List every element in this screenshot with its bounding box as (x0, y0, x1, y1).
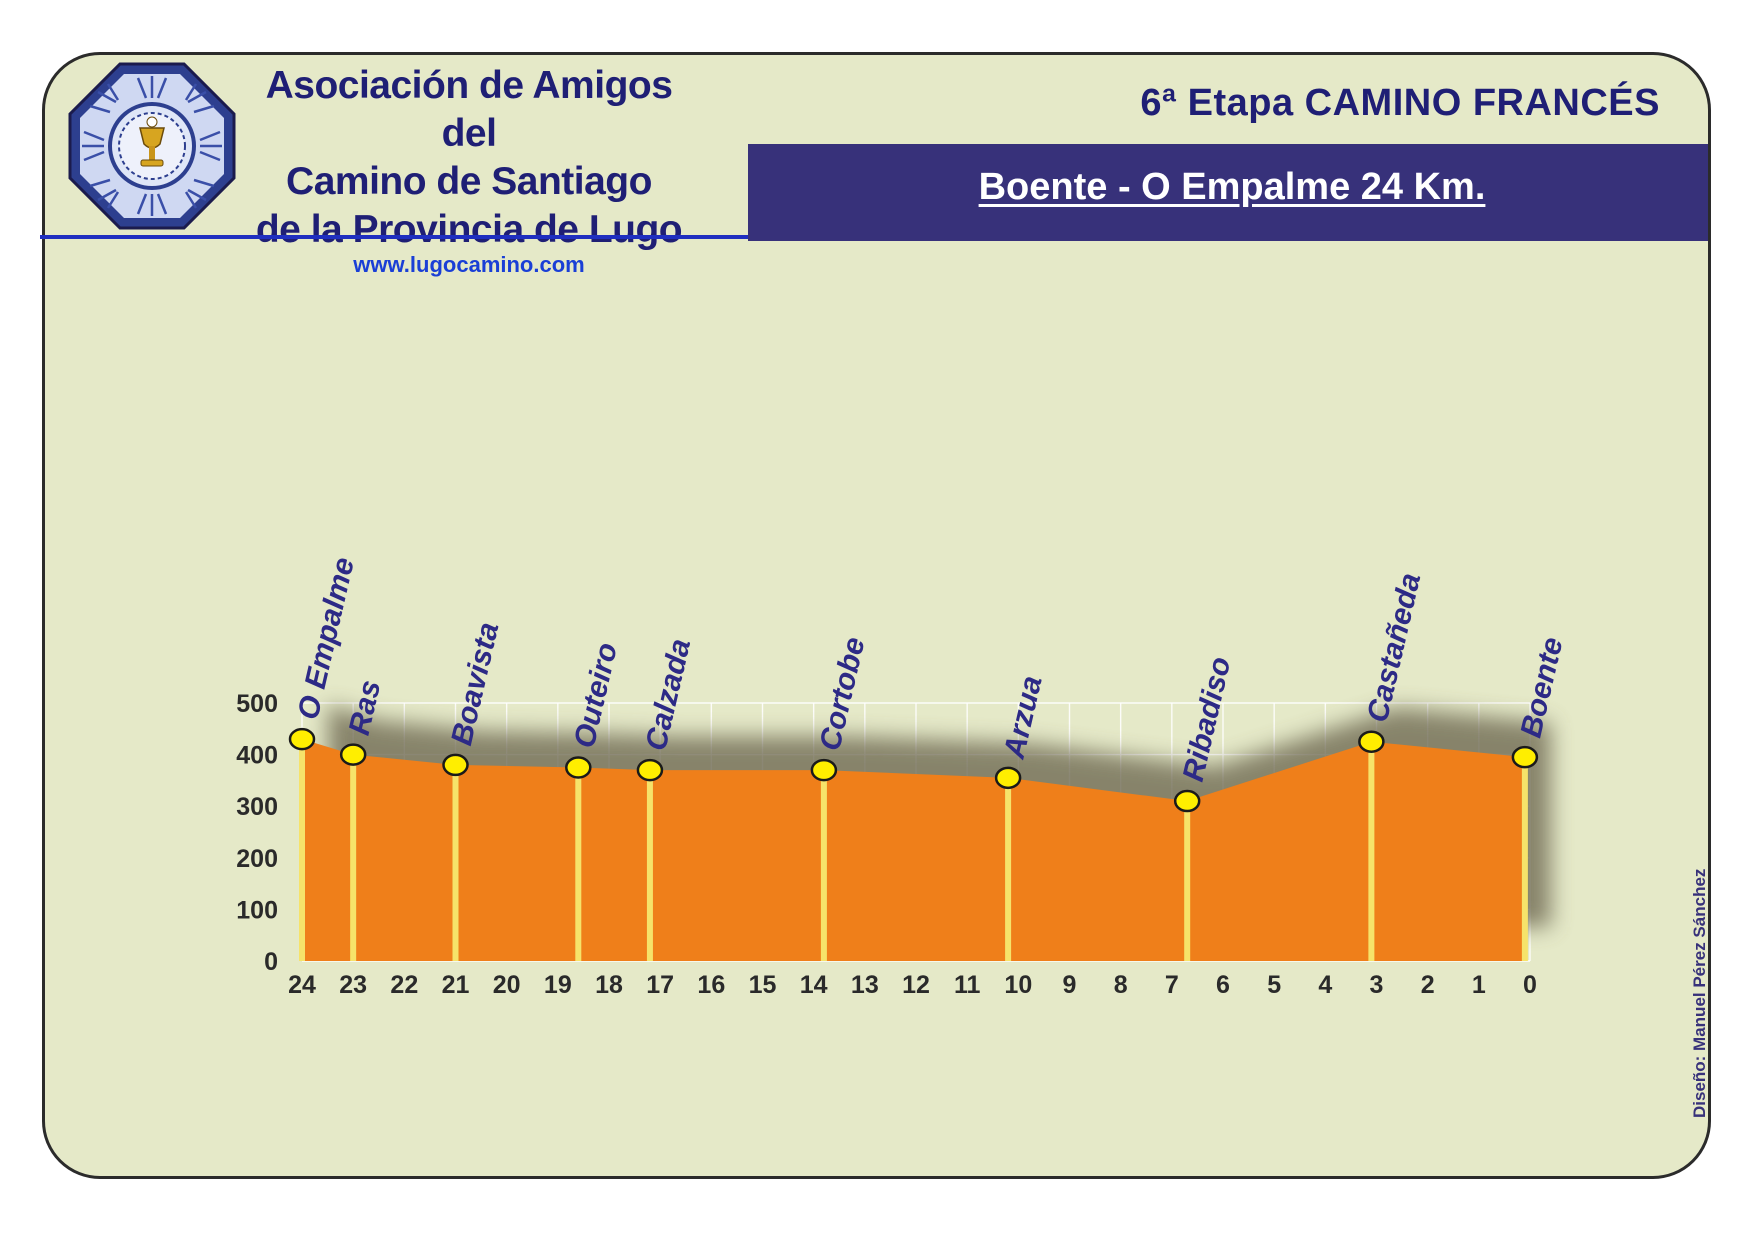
x-tick-label: 16 (697, 971, 725, 999)
x-tick-label: 19 (544, 971, 572, 999)
place-marker (1173, 789, 1201, 813)
x-tick-label: 6 (1216, 971, 1230, 999)
x-tick-label: 24 (288, 971, 316, 999)
x-tick-label: 9 (1063, 971, 1077, 999)
elevation-area (302, 739, 1525, 961)
place-marker (442, 753, 469, 777)
x-tick-label: 5 (1267, 971, 1281, 999)
place-marker (565, 756, 592, 779)
place-post (1368, 741, 1375, 961)
place-markers (288, 727, 1539, 813)
y-tick-label: 500 (236, 690, 278, 718)
place-post (1005, 777, 1012, 961)
place-post (1521, 757, 1528, 961)
route-banner: Boente - O Empalme 24 Km. (748, 144, 1708, 241)
place-marker (994, 766, 1022, 790)
x-tick-label: 21 (442, 971, 470, 999)
y-tick-label: 0 (264, 948, 278, 976)
organization-name-line2: Camino de Santiago (286, 160, 652, 203)
x-tick-label: 2 (1421, 971, 1435, 999)
y-tick-label: 400 (236, 742, 278, 770)
x-tick-label: 11 (954, 971, 981, 999)
x-tick-label: 7 (1165, 971, 1179, 999)
x-tick-label: 4 (1318, 971, 1332, 999)
place-post (646, 770, 653, 961)
place-label: Cortobe (814, 634, 872, 753)
x-tick-label: 0 (1523, 971, 1537, 999)
place-marker (1358, 730, 1385, 753)
stage-title: 6ª Etapa CAMINO FRANCÉS (1140, 82, 1660, 124)
x-tick-label: 8 (1114, 971, 1128, 999)
place-post (575, 767, 582, 961)
x-tick-label: 23 (339, 971, 367, 999)
header-divider (40, 235, 975, 239)
x-tick-label: 17 (646, 971, 674, 999)
place-post (1184, 801, 1191, 961)
place-marker (636, 758, 664, 782)
x-tick-label: 12 (902, 971, 930, 999)
x-tick-label: 22 (390, 971, 418, 999)
x-tick-label: 18 (595, 971, 623, 999)
y-axis: 0 100 200 300 400 500 (236, 690, 278, 976)
x-tick-label: 20 (493, 971, 521, 999)
place-label: Castañeda (1361, 570, 1427, 725)
x-tick-label: 14 (800, 971, 828, 999)
organization-name-line3: de la Provincia de Lugo (255, 208, 683, 251)
place-label: Boavista (445, 619, 505, 748)
y-tick-label: 200 (236, 845, 278, 873)
x-tick-label: 3 (1370, 971, 1384, 999)
x-tick-label: 1 (1472, 971, 1486, 999)
elevation-profile (302, 739, 1525, 961)
place-marker (339, 743, 367, 766)
y-tick-label: 300 (236, 793, 278, 821)
x-tick-label: 13 (851, 971, 879, 999)
place-label: Boente (1515, 634, 1570, 741)
x-axis: 24 23 22 21 20 19 18 17 16 15 14 13 12 11 10 9 8 7 6 5 4 3 2 1 0 (288, 971, 1537, 999)
place-label: Calzada (640, 636, 698, 754)
place-post (820, 770, 827, 961)
place-post (299, 739, 305, 961)
place-posts (299, 739, 1528, 961)
x-tick-label: 15 (749, 971, 777, 999)
x-tick-label: 10 (1004, 971, 1032, 999)
place-post (350, 754, 357, 961)
place-marker (810, 758, 838, 782)
y-tick-label: 100 (236, 896, 278, 924)
website-link[interactable]: www.lugocamino.com (353, 252, 585, 277)
organization-name-line1: Asociación de Amigos del (265, 64, 673, 155)
association-logo (68, 62, 236, 230)
place-marker (1511, 745, 1539, 769)
place-post (452, 764, 459, 961)
organization-name: Asociación de Amigos del Camino de Santi… (246, 62, 692, 278)
place-marker (288, 727, 316, 751)
route-title: Boente - O Empalme 24 Km. (978, 166, 1486, 208)
